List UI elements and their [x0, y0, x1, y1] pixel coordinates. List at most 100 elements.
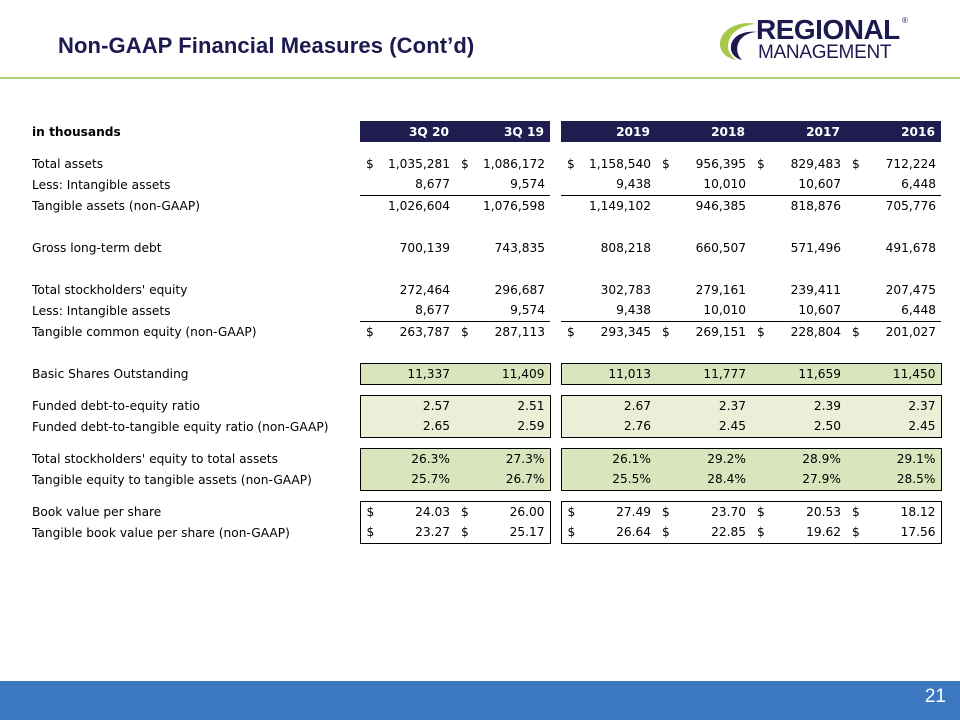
value: 2.39: [813, 398, 841, 413]
currency-symbol: $: [567, 525, 576, 540]
value: 8,677: [415, 177, 450, 192]
column-header: 2016: [846, 121, 941, 142]
cell-value: 239,411: [751, 279, 846, 300]
row-label: Basic Shares Outstanding: [32, 366, 189, 381]
column-header: 3Q 20: [360, 121, 455, 142]
currency-symbol: $: [662, 156, 670, 171]
cell-value: 296,687: [455, 279, 550, 300]
value: 279,161: [695, 282, 746, 297]
logo-word-management: MANAGEMENT: [758, 42, 892, 63]
value: 26.3%: [411, 451, 450, 466]
value: 26.64: [616, 525, 651, 540]
header-divider: [0, 77, 960, 79]
cell-value: 8,677: [360, 174, 455, 196]
currency-symbol: $: [757, 525, 765, 540]
value: 27.9%: [802, 472, 841, 487]
value: 201,027: [885, 324, 936, 339]
cell-value: 10,010: [656, 300, 751, 322]
cell-value: 743,835: [455, 237, 550, 258]
cell-value: $712,224: [846, 153, 941, 174]
cell-value: 25.7%: [359, 469, 455, 491]
cell-value: 2.76: [560, 416, 656, 438]
cell-value: 2.45: [846, 416, 942, 438]
value: 571,496: [790, 240, 841, 255]
cell-value: 1,076,598: [455, 195, 550, 216]
cell-value: 2.65: [359, 416, 455, 438]
value: 829,483: [790, 156, 841, 171]
value: 1,086,172: [482, 156, 545, 171]
value: 25.17: [509, 525, 545, 540]
value: 2.57: [422, 398, 450, 413]
row-label: Total stockholders' equity: [32, 282, 188, 297]
value: 2.50: [813, 419, 841, 434]
value: 6,448: [901, 177, 936, 192]
cell-value: $26.00: [455, 500, 551, 522]
row-label: Tangible assets (non-GAAP): [32, 198, 200, 213]
value: 20.53: [806, 504, 841, 519]
table-row: Book value per share $24.03 $26.00 $27.49 $2…: [30, 500, 942, 522]
currency-symbol: $: [662, 504, 670, 519]
table-row: Basic Shares Outstanding 11,337 11,409 11,0…: [30, 362, 942, 385]
currency-symbol: $: [757, 504, 765, 519]
value: 491,678: [885, 240, 936, 255]
value: 2.37: [718, 398, 746, 413]
value: 296,687: [494, 282, 545, 297]
value: 10,010: [703, 303, 746, 318]
row-label: Funded debt-to-tangible equity ratio (no…: [32, 419, 329, 434]
currency-symbol: $: [567, 504, 576, 519]
value: 2.45: [718, 419, 746, 434]
row-label: Less: Intangible assets: [32, 177, 171, 192]
value: 9,574: [510, 303, 545, 318]
cell-value: 571,496: [751, 237, 846, 258]
table-header-row: in thousands 3Q 20 3Q 19 2019 2018 2017 …: [30, 121, 941, 142]
value: 19.62: [806, 525, 841, 540]
table-row: Total stockholders' equity 272,464 296,687…: [30, 279, 941, 300]
table-row: Funded debt-to-equity ratio 2.57 2.51 2.67 2…: [30, 394, 942, 416]
cell-value: 11,013: [560, 362, 656, 385]
value: 27.49: [616, 504, 651, 519]
currency-symbol: $: [757, 324, 765, 339]
cell-value: 705,776: [846, 195, 941, 216]
cell-value: 10,607: [751, 174, 846, 196]
page-number: 21: [924, 686, 946, 707]
row-label: Book value per share: [32, 504, 162, 519]
cell-value: 11,337: [359, 362, 455, 385]
value: 28.5%: [896, 472, 936, 487]
currency-symbol: $: [662, 525, 670, 540]
value: 23.27: [415, 525, 450, 540]
value: 9,438: [616, 177, 651, 192]
value: 660,507: [695, 240, 746, 255]
currency-symbol: $: [852, 156, 860, 171]
table-row: Tangible book value per share (non-GAAP)…: [30, 522, 942, 544]
currency-symbol: $: [366, 504, 375, 519]
cell-value: 28.5%: [846, 469, 942, 491]
cell-value: $228,804: [751, 321, 846, 342]
value: 302,783: [600, 282, 651, 297]
value: 1,026,604: [387, 198, 450, 213]
row-label: Funded debt-to-equity ratio: [32, 398, 200, 413]
table-row: Tangible common equity (non-GAAP) $263,78…: [30, 321, 941, 342]
value: 743,835: [494, 240, 545, 255]
table-row: Gross long-term debt 700,139 743,835 808,21…: [30, 237, 941, 258]
cell-value: 279,161: [656, 279, 751, 300]
value: 9,574: [510, 177, 545, 192]
value: 1,076,598: [482, 198, 545, 213]
cell-value: 2.50: [751, 416, 846, 438]
value: 2.37: [908, 398, 936, 413]
row-label: Total assets: [32, 156, 104, 171]
cell-value: 2.39: [751, 394, 846, 416]
logo-registered-mark: ®: [902, 16, 908, 25]
value: 17.56: [900, 525, 936, 540]
value: 26.7%: [505, 472, 545, 487]
currency-symbol: $: [461, 156, 469, 171]
value: 228,804: [790, 324, 841, 339]
value: 956,395: [695, 156, 746, 171]
value: 23.70: [711, 504, 746, 519]
row-label: Tangible book value per share (non-GAAP): [32, 525, 290, 540]
cell-value: 808,218: [561, 237, 656, 258]
currency-symbol: $: [366, 324, 374, 339]
cell-value: 2.37: [656, 394, 751, 416]
cell-value: 11,659: [751, 362, 846, 385]
cell-value: 27.3%: [455, 447, 551, 469]
cell-value: $829,483: [751, 153, 846, 174]
